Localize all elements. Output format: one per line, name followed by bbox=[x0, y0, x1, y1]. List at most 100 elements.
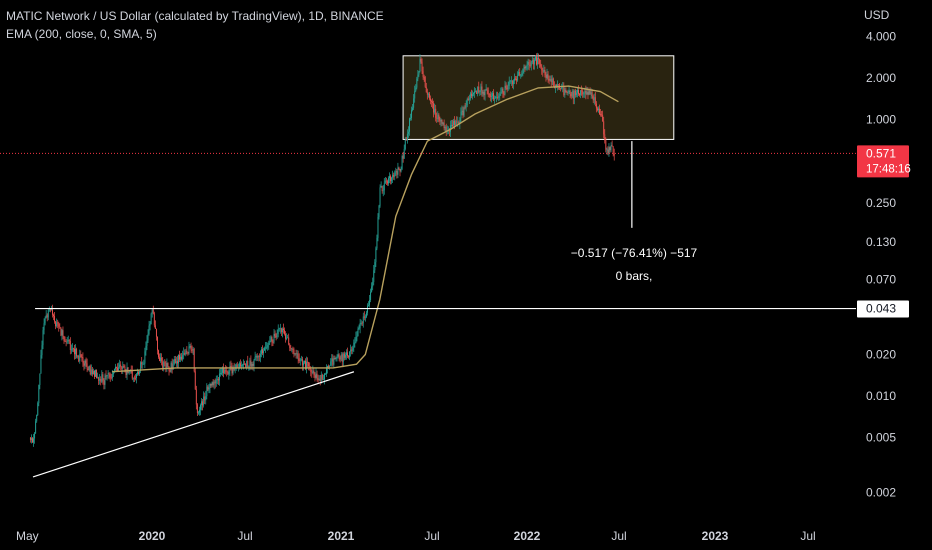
candle-body bbox=[289, 344, 291, 348]
candle-body bbox=[53, 314, 54, 317]
candle-body bbox=[401, 155, 403, 169]
candle-body bbox=[255, 356, 257, 357]
candle-body bbox=[312, 370, 314, 373]
candle-body bbox=[78, 355, 80, 362]
candle-body bbox=[166, 363, 168, 369]
candle-body bbox=[157, 336, 158, 351]
candle-body bbox=[99, 378, 101, 381]
candle-body bbox=[540, 63, 542, 67]
candle-body bbox=[251, 363, 253, 367]
candle-body bbox=[301, 359, 303, 366]
candle-body bbox=[203, 396, 205, 406]
candle-body bbox=[36, 414, 38, 422]
candle-body bbox=[409, 118, 410, 132]
candle-body bbox=[242, 364, 243, 366]
candle-body bbox=[42, 330, 44, 346]
candle-body bbox=[52, 309, 53, 315]
candle-body bbox=[589, 90, 591, 94]
x-tick-label: 2022 bbox=[514, 529, 541, 543]
candle-body bbox=[466, 98, 468, 106]
candle-body bbox=[578, 89, 579, 95]
candle-body bbox=[181, 356, 183, 360]
candle-body bbox=[604, 134, 606, 141]
candle-body bbox=[43, 323, 45, 331]
measure-change-text: −0.517 (−76.41%) −517 bbox=[571, 246, 698, 260]
candle-body bbox=[381, 186, 383, 192]
y-tick-label: 0.250 bbox=[866, 196, 896, 210]
candle-body bbox=[385, 180, 387, 182]
candle-body bbox=[441, 119, 443, 124]
candle-body bbox=[459, 118, 461, 124]
candle-body bbox=[460, 111, 462, 119]
candle-body bbox=[115, 366, 116, 370]
candle-body bbox=[599, 108, 600, 114]
candle-body bbox=[214, 381, 216, 384]
candle-body bbox=[350, 349, 352, 352]
candle-body bbox=[565, 89, 567, 93]
candle-body bbox=[417, 74, 419, 79]
candle-body bbox=[588, 90, 590, 95]
candle-body bbox=[314, 375, 316, 378]
level-tag-label: 0.043 bbox=[866, 302, 896, 316]
candle-body bbox=[296, 353, 298, 355]
candle-body bbox=[547, 74, 549, 79]
candle-body bbox=[294, 353, 296, 355]
candle-body bbox=[39, 373, 41, 385]
candle-body bbox=[550, 79, 552, 83]
candle-body bbox=[442, 122, 444, 124]
x-tick-label: Jul bbox=[237, 529, 252, 543]
candle-body bbox=[305, 360, 306, 370]
candle-body bbox=[320, 374, 322, 381]
candle-body bbox=[418, 71, 420, 75]
candle-body bbox=[422, 71, 424, 77]
ema-200-line[interactable] bbox=[112, 85, 619, 373]
ascending-trendline[interactable] bbox=[32, 371, 355, 478]
candle-body bbox=[431, 101, 432, 102]
candle-body bbox=[496, 97, 498, 99]
candle-body bbox=[561, 87, 563, 89]
ema-indicator-label[interactable]: EMA (200, close, 0, SMA, 5) bbox=[6, 27, 157, 41]
candle-body bbox=[498, 95, 500, 98]
candle-body bbox=[185, 350, 187, 355]
candle-body bbox=[341, 354, 343, 362]
candle-body bbox=[77, 355, 79, 357]
candle-body bbox=[194, 371, 196, 390]
candle-body bbox=[571, 91, 573, 97]
candle-body bbox=[475, 91, 477, 92]
candle-body bbox=[425, 86, 427, 93]
candle-body bbox=[455, 121, 457, 126]
candle-body bbox=[334, 357, 336, 359]
candle-body bbox=[100, 378, 102, 382]
last-price-tag[interactable] bbox=[857, 145, 909, 178]
x-tick-label: 2023 bbox=[702, 529, 729, 543]
candle-body bbox=[213, 381, 215, 386]
candle-body bbox=[395, 171, 397, 173]
candle-body bbox=[31, 438, 32, 440]
candle-body bbox=[33, 438, 35, 443]
candle-body bbox=[384, 180, 386, 184]
candle-body bbox=[159, 357, 161, 362]
candle-body bbox=[608, 147, 610, 154]
candle-body bbox=[372, 282, 374, 287]
candle-body bbox=[329, 365, 331, 368]
range-box[interactable] bbox=[402, 55, 675, 140]
candle-body bbox=[89, 366, 91, 375]
candle-body bbox=[536, 55, 537, 65]
candle-body bbox=[581, 90, 583, 92]
level-tag[interactable] bbox=[857, 300, 909, 318]
candle-body bbox=[568, 90, 570, 92]
candle-body bbox=[452, 125, 453, 127]
candle-body bbox=[300, 359, 302, 361]
candle-body bbox=[388, 178, 389, 184]
symbol-title[interactable]: MATIC Network / US Dollar (calculated by… bbox=[6, 9, 384, 23]
x-tick-label: 2021 bbox=[328, 529, 355, 543]
candle-body bbox=[215, 380, 217, 384]
candle-body bbox=[378, 205, 380, 218]
candle-body bbox=[598, 108, 599, 111]
candle-body bbox=[182, 355, 184, 360]
candle-body bbox=[283, 328, 284, 331]
candle-body bbox=[270, 337, 272, 341]
candle-body bbox=[583, 93, 585, 95]
x-tick-label: Jul bbox=[800, 529, 815, 543]
